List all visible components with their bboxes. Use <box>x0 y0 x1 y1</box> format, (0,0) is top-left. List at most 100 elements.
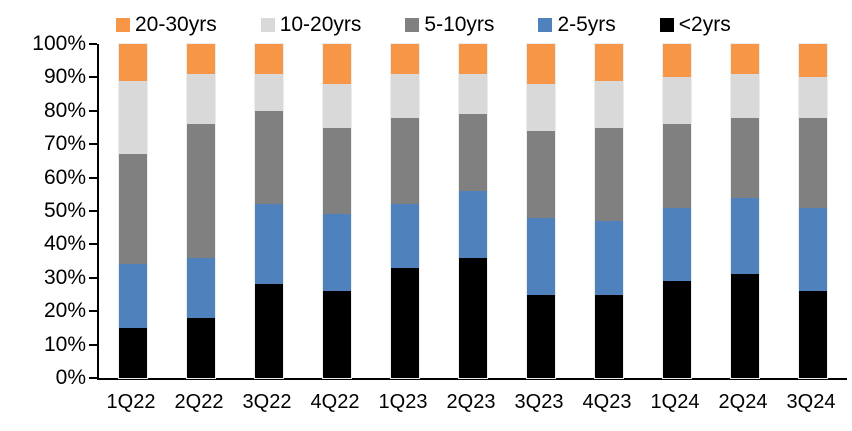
bar-segment <box>799 207 827 292</box>
y-tick-mark <box>89 243 97 246</box>
bar-segment <box>595 80 623 128</box>
y-tick-mark <box>89 109 97 112</box>
bar-segment <box>119 327 147 378</box>
y-tick-label: 70% <box>43 132 86 156</box>
y-tick-label: 90% <box>43 65 86 89</box>
bar-segment <box>663 207 691 282</box>
category-slot <box>507 43 575 379</box>
bar-segment <box>731 274 759 378</box>
bar-segment <box>119 44 147 81</box>
bar-segment <box>119 80 147 155</box>
bar-segment <box>323 44 351 85</box>
chart-legend: 20-30yrs 10-20yrs 5-10yrs 2-5yrs <2yrs <box>116 12 731 38</box>
x-tick-label: 3Q24 <box>786 391 836 413</box>
stacked-bar <box>390 43 420 379</box>
bar-segment <box>459 114 487 191</box>
bar-segment <box>459 190 487 258</box>
x-tick-label: 2Q23 <box>446 391 496 413</box>
x-tick-label: 4Q23 <box>582 391 632 413</box>
legend-swatch-icon <box>116 18 130 32</box>
y-tick-mark <box>89 176 97 179</box>
bar-segment <box>799 44 827 78</box>
bars-container <box>99 43 847 379</box>
legend-label: 5-10yrs <box>424 13 495 36</box>
legend-item: 2-5yrs <box>538 12 616 38</box>
bar-segment <box>323 127 351 215</box>
bar-segment <box>119 264 147 328</box>
y-tick-mark <box>89 143 97 146</box>
x-tick-label: 1Q24 <box>650 391 700 413</box>
y-tick-mark <box>89 210 97 212</box>
y-tick-label: 80% <box>43 98 86 122</box>
legend-item: 20-30yrs <box>116 12 217 38</box>
stacked-bar <box>254 43 284 379</box>
y-tick-mark <box>89 310 97 313</box>
bar-segment <box>391 204 419 268</box>
legend-label: 2-5yrs <box>557 13 616 36</box>
bar-segment <box>459 74 487 115</box>
bar-segment <box>187 257 215 318</box>
x-tick-label: 1Q22 <box>106 391 156 413</box>
bar-segment <box>595 221 623 295</box>
category-slot <box>167 43 235 379</box>
bar-segment <box>391 267 419 378</box>
stacked-bar <box>594 43 624 379</box>
category-slot <box>439 43 507 379</box>
x-axis-labels: 1Q22 2Q22 3Q22 4Q22 1Q23 2Q23 3Q23 4Q23 1Q24 2Q24… <box>97 390 845 414</box>
y-tick-label: 0% <box>55 366 86 389</box>
bar-segment <box>527 294 555 378</box>
bar-segment <box>255 284 283 378</box>
bar-segment <box>459 257 487 378</box>
bar-segment <box>527 130 555 218</box>
bar-segment <box>595 294 623 378</box>
bar-segment <box>595 127 623 222</box>
category-slot <box>643 43 711 379</box>
y-tick-label: 50% <box>43 199 86 222</box>
category-slot <box>371 43 439 379</box>
bar-segment <box>527 44 555 85</box>
legend-swatch-icon <box>538 18 553 32</box>
category-slot <box>99 43 167 379</box>
legend-label: 20-30yrs <box>135 13 217 36</box>
legend-label: <2yrs <box>678 13 731 36</box>
bar-segment <box>187 317 215 378</box>
bar-segment <box>323 84 351 128</box>
bar-segment <box>663 77 691 125</box>
legend-label: 10-20yrs <box>279 13 362 36</box>
category-slot <box>235 43 303 379</box>
x-tick-label: 2Q24 <box>718 391 768 413</box>
legend-item: <2yrs <box>659 12 731 38</box>
bar-segment <box>459 44 487 75</box>
x-tick-label: 3Q22 <box>242 391 292 413</box>
bar-segment <box>323 214 351 292</box>
bar-segment <box>663 281 691 378</box>
stacked-bar <box>458 43 488 379</box>
x-tick-label: 1Q23 <box>378 391 428 413</box>
bar-segment <box>255 44 283 75</box>
y-tick-label: 30% <box>43 265 86 289</box>
bar-segment <box>255 204 283 285</box>
stacked-bar <box>526 43 556 379</box>
bar-segment <box>323 291 351 378</box>
legend-swatch-icon <box>659 18 674 32</box>
category-slot <box>575 43 643 379</box>
x-tick-label: 4Q22 <box>310 391 360 413</box>
plot-area <box>89 43 847 380</box>
y-tick-label: 10% <box>43 332 86 356</box>
bar-segment <box>595 44 623 81</box>
bar-segment <box>391 44 419 75</box>
legend-item: 10-20yrs <box>260 12 362 38</box>
category-slot <box>711 43 779 379</box>
bar-segment <box>391 117 419 205</box>
legend-swatch-icon <box>405 18 420 32</box>
bar-segment <box>663 44 691 78</box>
y-tick-mark <box>89 276 97 279</box>
bar-segment <box>731 197 759 275</box>
bar-segment <box>391 74 419 118</box>
y-tick-mark <box>89 76 97 79</box>
legend-swatch-icon <box>260 18 275 32</box>
bar-segment <box>187 44 215 75</box>
bar-segment <box>731 44 759 75</box>
category-slot <box>779 43 847 379</box>
